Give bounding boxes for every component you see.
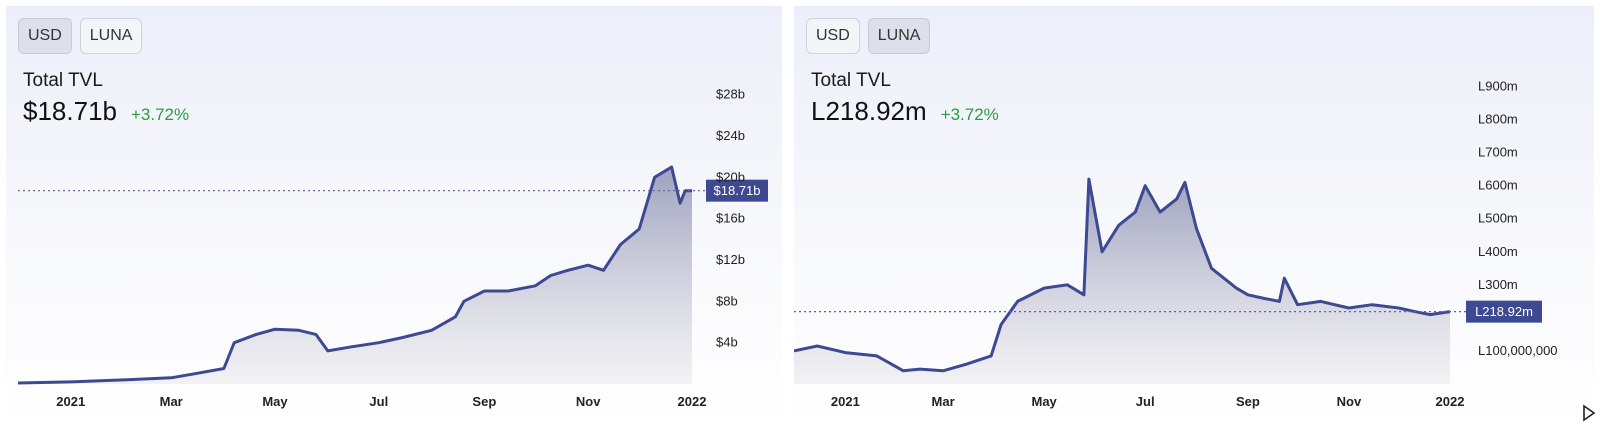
tvl-chart-usd[interactable]: $18.71b $4b $8b $12b $16b $20b $24b $28b 2021 Mar… — [6, 6, 782, 426]
currency-toggle: USD LUNA — [806, 18, 931, 54]
tvl-chart-luna[interactable]: L218.92m L100,000,000 L300m L400m L500m L600m… — [794, 6, 1594, 426]
luna-button[interactable]: LUNA — [867, 18, 931, 54]
y-tick-label: L900m — [1478, 79, 1518, 94]
tvl-change: +3.72% — [130, 105, 190, 124]
play-icon[interactable] — [1582, 404, 1596, 422]
y-tick-label: L800m — [1478, 112, 1518, 127]
current-value-badge: $18.71b — [706, 179, 768, 202]
y-tick-label: L600m — [1478, 178, 1518, 193]
y-tick-label: L400m — [1478, 244, 1518, 259]
tvl-panel-luna: USD LUNA Total TVL L218.92m +3.72% L218.… — [794, 6, 1594, 426]
tvl-label: Total TVL — [23, 70, 103, 91]
y-tick-label: L300m — [1478, 277, 1518, 292]
x-tick-label: Sep — [1236, 394, 1260, 409]
y-tick-label: $8b — [716, 293, 738, 308]
x-tick-label: 2021 — [56, 394, 85, 409]
svg-text:$18.71b: $18.71b — [714, 183, 761, 198]
tvl-change: +3.72% — [940, 105, 999, 124]
tvl-line — [17, 165, 692, 385]
y-tick-label: L500m — [1478, 211, 1518, 226]
tvl-summary: $18.71b +3.72% — [23, 96, 189, 127]
x-tick-label: Nov — [576, 394, 601, 409]
y-tick-label: $20b — [716, 169, 745, 184]
tvl-value: L218.92m — [811, 96, 927, 126]
tvl-summary: L218.92m +3.72% — [811, 96, 999, 127]
current-value-badge: L218.92m — [1466, 300, 1542, 323]
usd-button[interactable]: USD — [806, 18, 860, 54]
x-tick-label: Mar — [160, 394, 183, 409]
y-tick-label: $4b — [716, 335, 738, 350]
y-tick-label: $28b — [716, 87, 745, 102]
y-tick-label: $12b — [716, 252, 745, 267]
x-tick-label: Jul — [1136, 394, 1155, 409]
x-tick-label: Jul — [369, 394, 388, 409]
x-tick-label: Mar — [932, 394, 955, 409]
luna-button[interactable]: LUNA — [79, 18, 143, 54]
y-tick-label: L700m — [1478, 145, 1518, 160]
y-tick-label: L100,000,000 — [1478, 343, 1558, 358]
tvl-label: Total TVL — [811, 70, 891, 91]
x-tick-label: May — [262, 394, 288, 409]
y-tick-label: $24b — [716, 128, 745, 143]
svg-text:L218.92m: L218.92m — [1475, 304, 1533, 319]
x-tick-label: May — [1031, 394, 1057, 409]
x-tick-label: Nov — [1337, 394, 1362, 409]
tvl-line — [794, 177, 1451, 373]
tvl-area — [794, 179, 1450, 384]
tvl-value: $18.71b — [23, 96, 117, 126]
tvl-area — [18, 167, 692, 384]
usd-button[interactable]: USD — [18, 18, 72, 54]
currency-toggle: USD LUNA — [18, 18, 143, 54]
x-tick-label: Sep — [472, 394, 496, 409]
x-tick-label: 2021 — [831, 394, 860, 409]
x-tick-label: 2022 — [1436, 394, 1465, 409]
tvl-panel-usd: USD LUNA Total TVL $18.71b +3.72% $18.71… — [6, 6, 782, 426]
x-tick-label: 2022 — [678, 394, 707, 409]
y-tick-label: $16b — [716, 211, 745, 226]
